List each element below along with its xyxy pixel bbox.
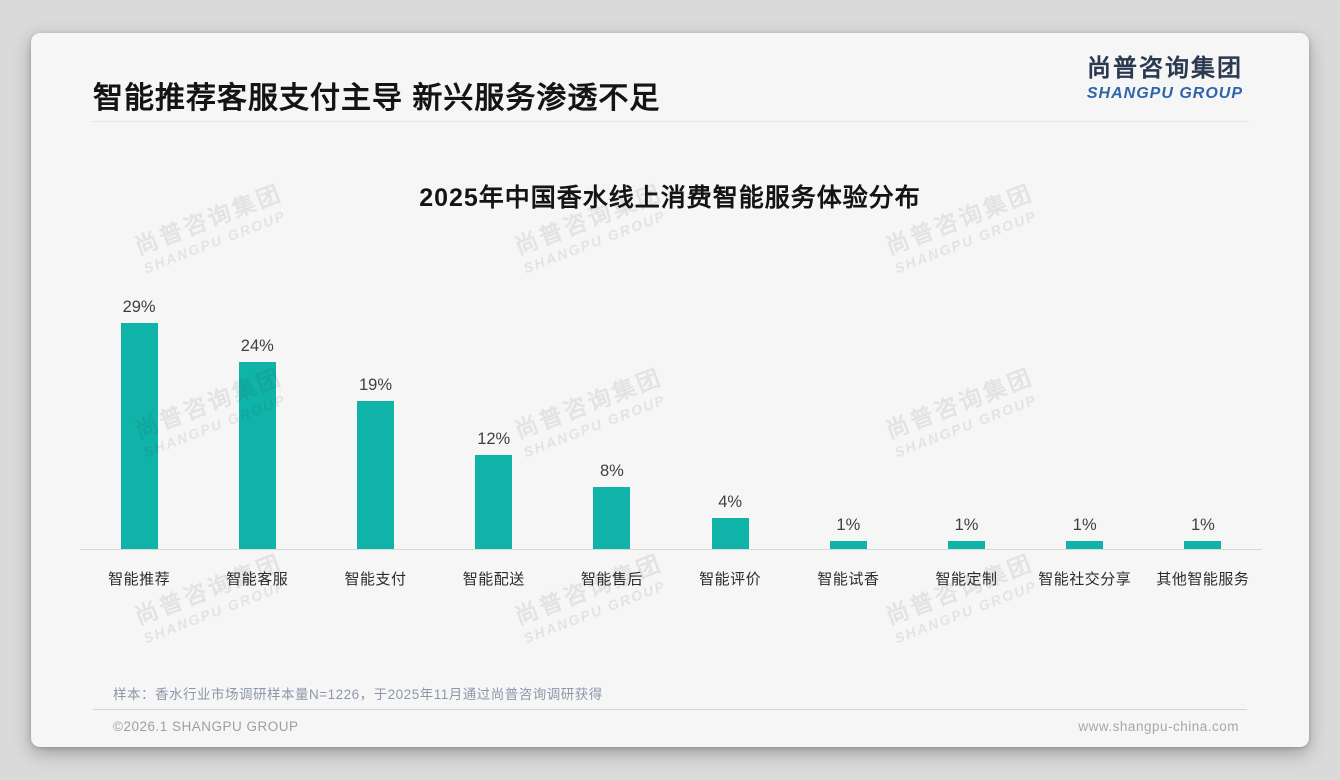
bar bbox=[593, 487, 631, 549]
bar-column: 12% bbox=[435, 430, 553, 549]
bar-column: 1% bbox=[789, 516, 907, 549]
slide-card: 智能推荐客服支付主导 新兴服务渗透不足 尚普咨询集团 SHANGPU GROUP… bbox=[31, 33, 1309, 747]
x-axis-labels: 智能推荐 智能客服 智能支付 智能配送 智能售后 智能评价 智能试香 智能定制 智能社交分享 其他… bbox=[80, 568, 1262, 589]
brand-watermark-en: SHANGPU GROUP bbox=[892, 207, 1040, 277]
bar-value-label: 12% bbox=[477, 430, 511, 448]
bar bbox=[829, 541, 867, 549]
page-title: 智能推荐客服支付主导 新兴服务渗透不足 bbox=[93, 82, 661, 115]
brand-watermark-cn: 尚普咨询集团 bbox=[131, 549, 287, 630]
bar-column: 4% bbox=[671, 493, 789, 549]
x-axis-label: 智能定制 bbox=[935, 571, 998, 588]
brand-watermark-cn: 尚普咨询集团 bbox=[882, 549, 1038, 630]
bar-column: 1% bbox=[1144, 516, 1262, 549]
x-axis-label: 智能试香 bbox=[817, 571, 880, 588]
bar-value-label: 19% bbox=[358, 376, 393, 394]
bar bbox=[948, 541, 986, 549]
bar bbox=[1066, 541, 1104, 549]
title-divider bbox=[91, 121, 1249, 122]
bar bbox=[711, 518, 749, 549]
brand-watermark: 尚普咨询集团 SHANGPU GROUP bbox=[511, 548, 673, 647]
website-url: www.shangpu-china.com bbox=[1078, 719, 1239, 734]
brand-watermark-cn: 尚普咨询集团 bbox=[511, 549, 667, 630]
x-axis-label: 智能社交分享 bbox=[1038, 571, 1132, 588]
copyright-text: ©2026.1 SHANGPU GROUP bbox=[113, 719, 299, 734]
bar-value-label: 24% bbox=[240, 337, 274, 355]
bar bbox=[238, 362, 276, 549]
x-axis-label: 智能售后 bbox=[580, 571, 643, 588]
x-axis-label: 其他智能服务 bbox=[1156, 571, 1250, 588]
bar-column: 8% bbox=[553, 462, 671, 549]
bar-value-label: 4% bbox=[718, 493, 743, 511]
bar bbox=[120, 323, 158, 549]
brand-watermark-en: SHANGPU GROUP bbox=[141, 207, 289, 277]
bar-column: 19% bbox=[316, 376, 434, 549]
bar-column: 29% bbox=[80, 298, 198, 549]
company-logo-cn: 尚普咨询集团 bbox=[1087, 55, 1243, 82]
brand-watermark: 尚普咨询集团 SHANGPU GROUP bbox=[882, 548, 1044, 647]
x-axis-label: 智能客服 bbox=[226, 571, 289, 588]
x-axis-label: 智能推荐 bbox=[108, 571, 171, 588]
bar-column: 1% bbox=[907, 516, 1025, 549]
bar-column: 24% bbox=[198, 337, 316, 549]
bar-column: 1% bbox=[1026, 516, 1144, 549]
company-logo-en: SHANGPU GROUP bbox=[1086, 84, 1243, 102]
bar bbox=[475, 455, 513, 549]
bar-value-label: 1% bbox=[1191, 516, 1215, 534]
sample-note: 样本：香水行业市场调研样本量N=1226，于2025年11月通过尚普咨询调研获得 bbox=[113, 687, 603, 702]
bar-value-label: 1% bbox=[954, 516, 979, 534]
x-axis-label: 智能配送 bbox=[462, 571, 525, 588]
bar bbox=[1184, 541, 1222, 549]
x-axis-label: 智能支付 bbox=[344, 571, 407, 588]
x-axis-label: 智能评价 bbox=[699, 571, 762, 588]
company-logo: 尚普咨询集团 SHANGPU GROUP bbox=[1087, 55, 1243, 103]
chart-title: 2025年中国香水线上消费智能服务体验分布 bbox=[419, 184, 921, 212]
bar-value-label: 29% bbox=[122, 298, 156, 316]
brand-watermark: 尚普咨询集团 SHANGPU GROUP bbox=[131, 548, 293, 647]
bar-value-label: 8% bbox=[599, 462, 624, 480]
bar-plot: 29% 24% 19% 12% 8% 4% 1% 1% 1% 1% bbox=[80, 289, 1262, 550]
bar-value-label: 1% bbox=[1072, 516, 1097, 534]
bar bbox=[357, 401, 394, 549]
bar-value-label: 1% bbox=[836, 516, 861, 534]
footer-divider bbox=[93, 709, 1247, 710]
brand-watermark-en: SHANGPU GROUP bbox=[521, 207, 669, 277]
